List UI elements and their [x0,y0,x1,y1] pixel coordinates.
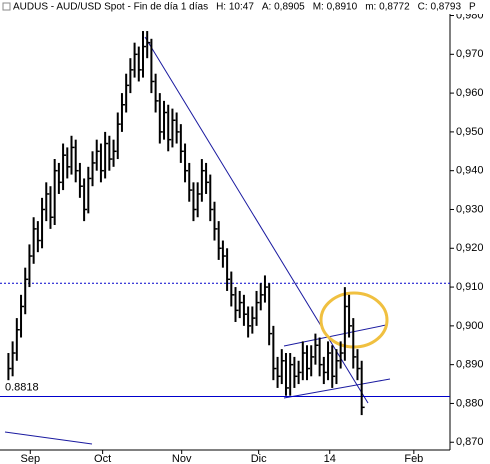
x-tick-label: Sep [20,453,40,464]
header-field: m: 0,8772 [365,2,410,13]
y-tick-label: 0,970 [456,48,484,60]
header-field: C: 0,8793 [418,2,462,13]
x-tick-label: 14 [324,453,336,464]
channel-line [283,378,391,399]
support-label: 0.8818 [5,381,39,393]
x-tick-label: Oct [94,453,111,464]
x-tick-label: Feb [404,453,423,464]
header-field: P [469,2,476,13]
y-tick-label: 0,900 [456,320,484,332]
y-tick-label: 0,920 [456,242,484,254]
y-tick-label: 0,880 [456,397,484,409]
trend-line [144,36,369,404]
y-tick-label: 0,870 [456,436,484,448]
header-field: M: 0,8910 [313,2,358,13]
y-tick-label: 0,940 [456,165,484,177]
channel-line [283,324,387,347]
y-tick-label: 0,930 [456,203,484,215]
header-icon [2,2,11,11]
header-title: AUDUS - AUD/USD Spot - Fin de día 1 días [13,2,208,13]
trend-line [4,431,93,445]
x-tick-label: Dic [251,453,267,464]
y-tick-label: 0,910 [456,281,484,293]
y-tick-label: 0,890 [456,359,484,371]
header: AUDUS - AUD/USD Spot - Fin de día 1 días… [0,0,490,14]
y-tick-label: 0,960 [456,87,484,99]
y-tick-label: 0,950 [456,126,484,138]
header-field: H: 10:47 [216,2,254,13]
header-field: A: 0,8905 [262,2,305,13]
header-bg [0,0,490,14]
x-tick-label: Nov [172,453,192,464]
